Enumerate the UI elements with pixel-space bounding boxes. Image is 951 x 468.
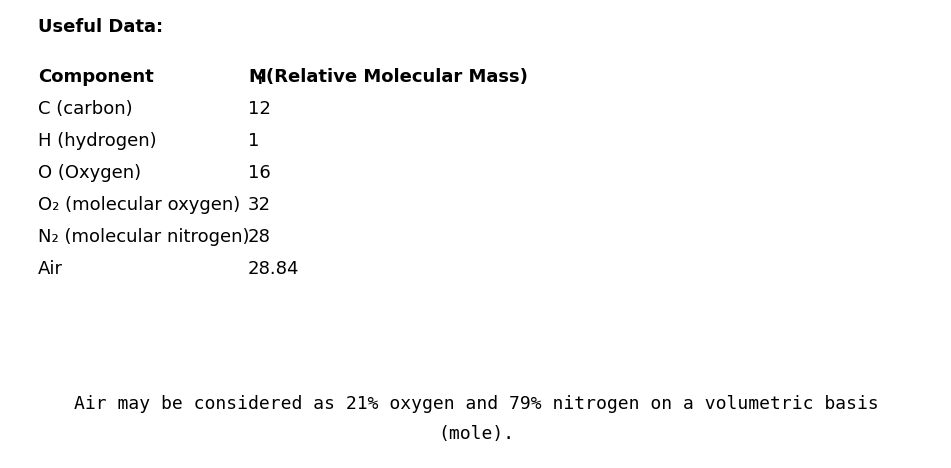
Text: 32: 32 [248,196,271,214]
Text: O₂ (molecular oxygen): O₂ (molecular oxygen) [38,196,241,214]
Text: 16: 16 [248,164,271,182]
Text: (Relative Molecular Mass): (Relative Molecular Mass) [266,68,528,86]
Text: N₂ (molecular nitrogen): N₂ (molecular nitrogen) [38,228,249,246]
Text: r: r [258,73,265,87]
Text: Component: Component [38,68,154,86]
Text: Useful Data:: Useful Data: [38,18,164,36]
Text: M: M [248,68,266,86]
Text: 28.84: 28.84 [248,260,300,278]
Text: C (carbon): C (carbon) [38,100,132,118]
Text: 28: 28 [248,228,271,246]
Text: (mole).: (mole). [438,425,514,443]
Text: O (Oxygen): O (Oxygen) [38,164,141,182]
Text: Air: Air [38,260,63,278]
Text: 12: 12 [248,100,271,118]
Text: H (hydrogen): H (hydrogen) [38,132,157,150]
Text: 1: 1 [248,132,260,150]
Text: Air may be considered as 21% oxygen and 79% nitrogen on a volumetric basis: Air may be considered as 21% oxygen and … [73,395,879,413]
